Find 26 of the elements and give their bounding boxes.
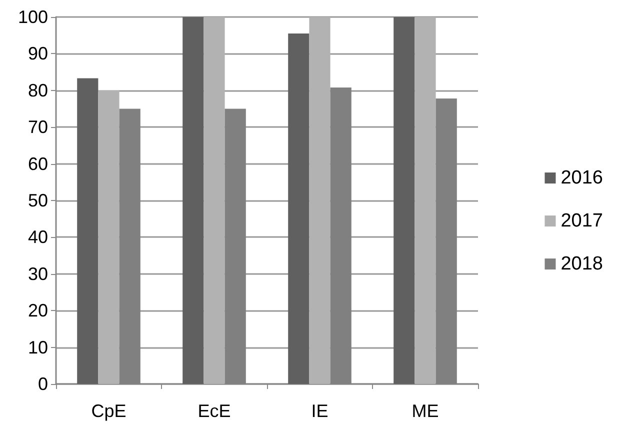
y-tick-label: 10 — [28, 337, 48, 358]
y-tick-label: 90 — [28, 44, 48, 64]
y-tick-label: 50 — [28, 190, 48, 210]
y-tick-label: 0 — [38, 374, 48, 394]
y-tick-label: 60 — [28, 154, 48, 174]
bar — [77, 78, 98, 384]
bar — [204, 17, 225, 384]
bar — [182, 17, 204, 384]
bar — [309, 17, 330, 384]
x-tick-label: IE — [311, 401, 328, 421]
y-tick-label: 40 — [28, 227, 48, 248]
y-tick-label: 100 — [18, 7, 48, 27]
x-tick-label: CpE — [91, 401, 126, 421]
x-tick-label: EcE — [198, 401, 231, 421]
y-tick-label: 20 — [28, 300, 48, 321]
x-tick-label: ME — [412, 401, 439, 421]
y-tick-label: 30 — [28, 264, 48, 284]
y-tick-label: 80 — [28, 80, 48, 100]
legend-label: 2016 — [560, 168, 604, 188]
legend-label: 2018 — [560, 254, 604, 274]
bar — [394, 17, 415, 384]
bar — [98, 90, 120, 384]
y-tick-label: 70 — [28, 117, 48, 138]
bar — [414, 17, 436, 384]
bar — [288, 34, 310, 384]
legend-label: 2017 — [560, 210, 604, 232]
